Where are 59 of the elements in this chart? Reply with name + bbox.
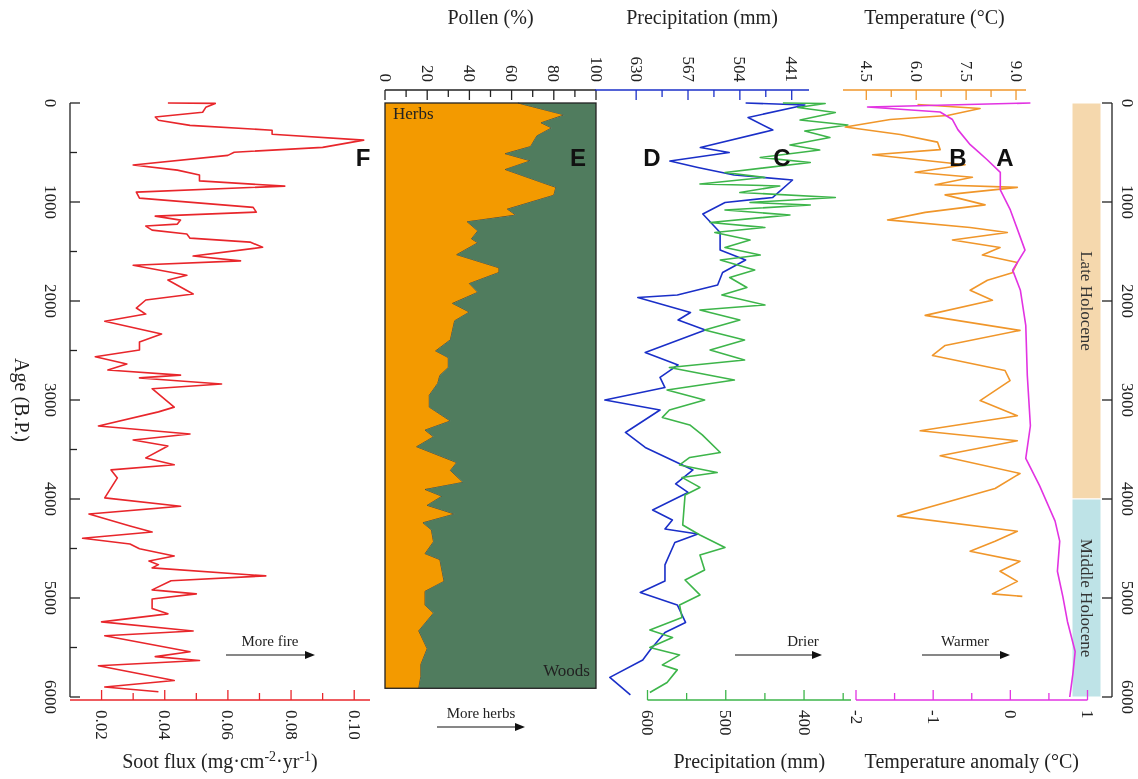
annotation: More fire	[241, 633, 299, 649]
x-tick-label: -1	[923, 710, 943, 725]
y-axis-title: Age (B.P.)	[10, 358, 33, 442]
x-axis-title: Soot flux (mg·cm$^{-2}$·yr$^{-1}$)	[122, 748, 318, 773]
x2-tick-label: 504	[730, 56, 750, 83]
x-tick-label: 0.06	[218, 710, 238, 740]
y-tick-label: 2000	[40, 284, 60, 318]
y-tick-label: 5000	[1117, 581, 1137, 615]
x2-tick-label: 80	[544, 65, 564, 82]
x2-tick-label: 6.0	[906, 60, 926, 82]
x2-tick-label: 567	[678, 56, 698, 83]
x2-tick-label: 7.5	[956, 60, 976, 82]
annotation: F	[355, 143, 371, 171]
y-tick-label: 4000	[40, 482, 60, 516]
x-tick-label: 400	[794, 710, 814, 736]
x2-tick-label: 100	[586, 56, 606, 82]
x2-tick-label: 630	[626, 56, 646, 82]
annotation: D	[643, 143, 661, 171]
x-tick-label: 500	[716, 710, 736, 736]
y-tick-label: 0	[1117, 98, 1137, 108]
x-tick-label: 0.04	[155, 710, 175, 741]
annotation: Warmer	[941, 633, 989, 649]
annotation: E	[569, 143, 587, 171]
x-tick-label: 600	[638, 710, 657, 736]
x-axis-title: Precipitation (mm)	[673, 750, 826, 773]
y-tick-label: 0	[40, 98, 60, 108]
y-tick-label: 4000	[1117, 482, 1137, 516]
x2-tick-label: 441	[782, 56, 802, 82]
x-tick-label: 0.08	[281, 710, 301, 740]
x-tick-label: 0.10	[344, 710, 364, 740]
x2-tick-label: 9.0	[1006, 60, 1026, 82]
y-tick-label: 2000	[1117, 284, 1137, 318]
band-label: Middle Holocene	[1077, 538, 1096, 658]
band-label: Late Holocene	[1077, 251, 1096, 351]
series-label: Herbs	[393, 104, 434, 123]
x-tick-label: -2	[846, 710, 866, 725]
y-tick-label: 1000	[1117, 185, 1137, 219]
x2-tick-label: 60	[502, 65, 522, 82]
x-tick-label: 1	[1078, 710, 1097, 719]
x-axis-title: Temperature anomaly (°C)	[864, 750, 1079, 773]
x2-tick-label: 4.5	[856, 60, 876, 82]
y-tick-label: 6000	[40, 680, 60, 714]
x-tick-label: 0.02	[92, 710, 112, 740]
y-tick-label: 5000	[40, 581, 60, 615]
x2-axis-title: Temperature (°C)	[864, 6, 1005, 29]
x2-axis-title: Precipitation (mm)	[626, 6, 778, 29]
x2-tick-label: 0	[375, 73, 395, 82]
x2-tick-label: 40	[459, 65, 479, 82]
y-tick-label: 6000	[1117, 680, 1137, 714]
y-tick-label: 1000	[40, 185, 60, 219]
annotation: Drier	[787, 633, 819, 649]
annotation: A	[996, 143, 1014, 171]
text: More herbs	[446, 705, 516, 721]
x-tick-label: 0	[1000, 710, 1020, 719]
y-tick-label: 3000	[1117, 383, 1137, 417]
x2-tick-label: 20	[417, 65, 437, 82]
series-label: Woods	[543, 661, 590, 681]
y-tick-label: 3000	[40, 383, 60, 417]
x2-axis-title: Pollen (%)	[447, 6, 534, 29]
